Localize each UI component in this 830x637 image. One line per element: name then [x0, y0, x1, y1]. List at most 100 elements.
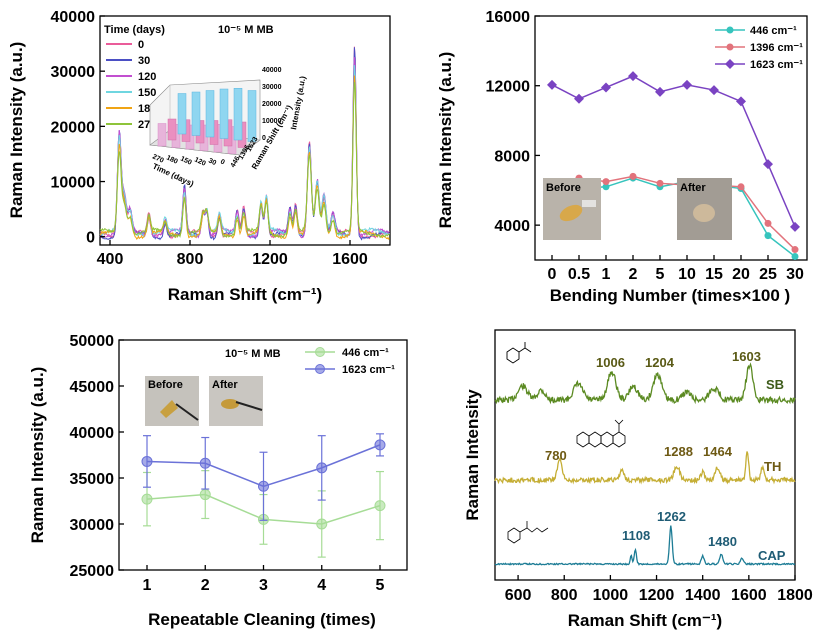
inset-time-tick-120: 120	[193, 156, 207, 167]
inset-bar	[205, 90, 215, 138]
panel-b-x-tick-label: 30	[786, 266, 804, 283]
panel-b-data-point	[655, 86, 665, 97]
panel-b-x-tick-label: 25	[759, 266, 777, 283]
cap-peak-1108: 1108	[622, 528, 650, 543]
panel-b-x-tick-label: 2	[629, 266, 638, 283]
c-after-photo-tweezer	[235, 401, 263, 411]
panel-c-y-tick-label: 35000	[70, 471, 115, 488]
panel-b-series-1623	[547, 71, 800, 232]
panel-b-data-point	[601, 82, 611, 93]
panel-b-data-point	[709, 85, 719, 96]
inset-time-tick-150: 150	[179, 155, 193, 166]
panel-d-x-tick-label: 1400	[685, 587, 721, 604]
panel-b-y-tick-label: 12000	[486, 79, 531, 96]
panel-a-x-tick-label: 1600	[332, 251, 368, 268]
th-peak-1288: 1288	[664, 444, 693, 459]
panel-c-legend-label: 446 cm⁻¹	[342, 347, 389, 359]
panel-d-x-tick-label: 1000	[593, 587, 629, 604]
panel-b-legend-marker	[725, 59, 735, 69]
panel-a-legend-label: 120	[138, 71, 156, 83]
panel-b-after-photo: After	[677, 178, 732, 240]
panel-c-after-label: After	[212, 379, 238, 391]
panel-b-legend-label: 1623 cm⁻¹	[750, 59, 803, 71]
cap-peak-1480: 1480	[708, 534, 737, 549]
panel-b-x-tick-label: 0	[548, 266, 557, 283]
panel-c-ticks: 1 2 3 4 5 25000 30000 35000 40000 45000 50000	[70, 333, 385, 594]
th-peak-780: 780	[545, 448, 567, 463]
panel-c-legend-marker	[315, 347, 325, 357]
panel-a-legend-title: Time (days)	[104, 24, 165, 36]
cap-molecule-structure	[507, 521, 549, 544]
panel-a-plot-frame	[99, 15, 391, 246]
panel-c-concentration-annotation: 10⁻⁵ M MB	[225, 348, 281, 360]
panel-b-data-point	[764, 219, 772, 227]
inset-bar	[219, 88, 229, 139]
sb-carboxylate	[518, 342, 532, 353]
inset-z-axis-label: Intensity (a.u.)	[289, 75, 307, 130]
panel-b-x-tick-label: 20	[732, 266, 750, 283]
after-photo-sample	[693, 204, 715, 222]
panel-a-x-axis-label: Raman Shift (cm⁻¹)	[168, 285, 322, 304]
panel-c-y-axis-label: Raman Intensity (a.u.)	[28, 367, 47, 544]
panel-b-data-point	[574, 93, 584, 104]
panel-b-series-line	[551, 75, 796, 228]
inset-bars	[157, 88, 257, 154]
panel-c-repeat-cleaning: 1 2 3 4 5 25000 30000 35000 40000 45000 50000 Repe…	[28, 333, 408, 629]
panel-a-y-tick-label: 30000	[51, 64, 96, 81]
sb-benzene-ring	[506, 347, 520, 364]
panel-b-x-tick-label: 0.5	[568, 266, 590, 283]
panel-c-series	[141, 433, 386, 558]
panel-c-legend: 446 cm⁻¹ 1623 cm⁻¹	[305, 347, 395, 376]
panel-b-data-point	[628, 71, 638, 82]
sb-peak-1204: 1204	[645, 355, 675, 370]
panel-c-before-photo: Before	[145, 376, 199, 426]
panel-c-x-tick-label: 4	[317, 577, 326, 594]
panel-a-y-tick-label: 40000	[51, 9, 96, 26]
panel-c-data-point	[374, 500, 386, 512]
panel-a-concentration-annotation: 10⁻⁵ M MB	[218, 24, 274, 36]
panel-d-plot-frame	[494, 329, 796, 581]
inset-bar	[233, 88, 243, 141]
panel-c-data-point	[141, 493, 153, 505]
panel-b-data-point	[682, 79, 692, 90]
panel-d-x-tick-label: 600	[505, 587, 532, 604]
panel-d-spectrum-sb	[494, 362, 796, 405]
panel-b-data-point	[602, 183, 610, 191]
panel-d-ticks: 600 800 1000 1200 1400 1600 1800	[505, 575, 813, 604]
panel-b-x-tick-label: 15	[705, 266, 723, 283]
panel-b-before-label: Before	[546, 182, 581, 194]
panel-c-data-point	[316, 518, 328, 530]
inset-time-tick-180: 180	[165, 154, 179, 165]
panel-b-data-point	[656, 179, 664, 187]
spectrum-label-sb: SB	[766, 377, 784, 392]
panel-c-data-point	[199, 457, 211, 469]
c-after-photo-sample	[221, 399, 239, 409]
spectrum-label-cap: CAP	[758, 548, 786, 563]
panel-d-y-axis-label: Raman Intensity	[463, 389, 482, 521]
inset-time-tick-270: 270	[151, 153, 165, 164]
panel-c-y-tick-label: 45000	[70, 379, 115, 396]
panel-d-spectra	[494, 362, 796, 566]
panel-b-legend-marker	[726, 43, 734, 51]
panel-d-x-axis-label: Raman Shift (cm⁻¹)	[568, 611, 722, 630]
panel-d-x-tick-label: 1200	[639, 587, 675, 604]
th-molecule-structure	[576, 419, 626, 448]
panel-b-x-axis-label: Bending Number (times×100 )	[550, 286, 790, 305]
panel-a-y-tick-label: 10000	[51, 175, 96, 192]
panel-a-3d-bar-inset: 40000 30000 20000 10000 0 Intensity (a.u…	[149, 67, 307, 189]
panel-d-x-tick-label: 1800	[777, 587, 813, 604]
inset-bar	[247, 90, 257, 142]
panel-a-y-tick-label: 0	[86, 230, 95, 247]
panel-c-data-point	[374, 439, 386, 451]
panel-c-y-tick-label: 25000	[70, 563, 115, 580]
c-before-photo-sample	[160, 400, 178, 418]
panel-d-spectrum-th	[494, 451, 796, 485]
panel-a-legend-label: 30	[138, 55, 150, 67]
inset-z-tick-20000: 20000	[262, 101, 282, 108]
inset-z-tick-10000: 10000	[262, 118, 282, 125]
panel-b-y-axis-label: Raman Intensity (a.u.)	[436, 52, 455, 229]
spectrum-label-th: TH	[764, 459, 781, 474]
panel-b-data-point	[629, 172, 637, 180]
